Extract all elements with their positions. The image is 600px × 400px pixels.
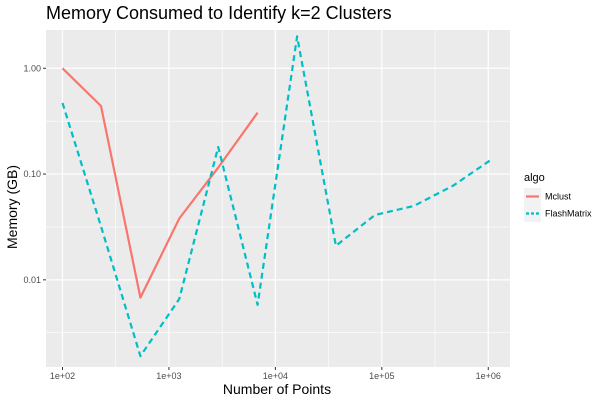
y-axis: 0.01 0.10 1.00 (23, 63, 46, 285)
y-tick-label: 0.01 (23, 275, 41, 285)
legend-title: algo (524, 172, 545, 184)
legend-label-mclust: Mclust (545, 192, 572, 202)
minor-gridlines (46, 30, 510, 367)
series-layer (61, 35, 494, 358)
x-tick-label: 1e+02 (50, 371, 75, 381)
x-axis-title: Number of Points (223, 381, 331, 397)
x-tick-label: 1e+06 (476, 371, 501, 381)
x-tick-label: 1e+04 (263, 371, 288, 381)
y-tick-label: 1.00 (23, 63, 41, 73)
x-tick-label: 1e+03 (156, 371, 181, 381)
series-line-mclust (61, 67, 259, 299)
legend: algo Mclust FlashMatrix (524, 172, 592, 222)
series-line-flashmatrix (61, 35, 494, 358)
y-axis-title: Memory (GB) (4, 165, 20, 249)
y-tick-label: 0.10 (23, 169, 41, 179)
x-axis: 1e+02 1e+03 1e+04 1e+05 1e+06 (50, 367, 501, 381)
plot-panel (46, 30, 510, 367)
chart-title: Memory Consumed to Identify k=2 Clusters (46, 3, 392, 23)
legend-label-flashmatrix: FlashMatrix (545, 209, 592, 219)
major-gridlines (46, 30, 510, 367)
x-tick-label: 1e+05 (369, 371, 394, 381)
